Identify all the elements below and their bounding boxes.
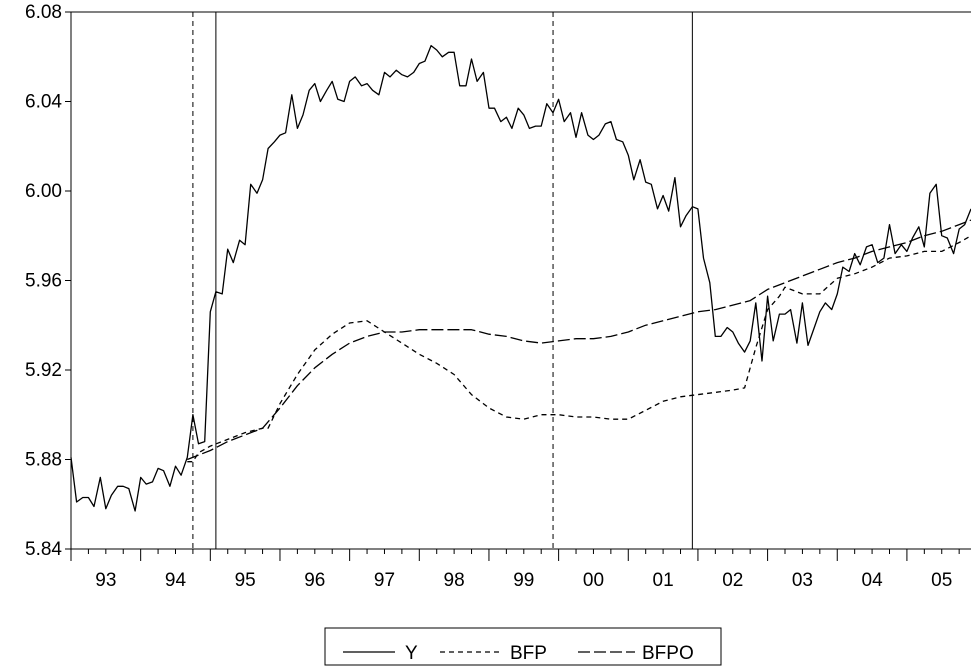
series-line-bfpo <box>187 219 971 461</box>
y-ticks: 5.84 5.88 5.92 5.96 6.00 6.04 6.08 <box>25 2 71 560</box>
x-tick-label: 02 <box>722 570 743 591</box>
x-tick-label: 95 <box>235 570 256 591</box>
x-tick-label: 97 <box>374 570 395 591</box>
x-tick-label: 99 <box>513 570 534 591</box>
legend-box <box>324 627 722 666</box>
x-tick-label: 96 <box>304 570 325 591</box>
x-tick-label: 00 <box>583 570 604 591</box>
x-tick-label: 04 <box>862 570 884 591</box>
x-tick-label: 01 <box>653 570 674 591</box>
legend: Y BFP BFPO <box>324 627 722 666</box>
x-ticks: 93 94 95 96 97 98 99 00 01 02 03 04 05 <box>70 549 960 591</box>
y-tick-label: 5.88 <box>25 450 62 471</box>
y-tick-label: 5.96 <box>25 271 62 292</box>
y-tick-label: 5.84 <box>25 539 62 560</box>
series-line-bfp <box>187 235 971 463</box>
y-tick-label: 6.04 <box>25 92 62 113</box>
x-tick-label: 94 <box>165 570 187 591</box>
x-tick-label: 03 <box>792 570 813 591</box>
y-tick-label: 6.00 <box>25 181 62 202</box>
y-tick-label: 5.92 <box>25 360 62 381</box>
axes <box>70 11 971 550</box>
legend-label-bfp: BFP <box>510 643 547 664</box>
x-tick-label: 93 <box>95 570 116 591</box>
series-lines <box>70 44 971 512</box>
legend-label-bfpo: BFPO <box>642 643 694 664</box>
series-line-y <box>70 44 971 512</box>
x-tick-label: 98 <box>444 570 465 591</box>
event-lines <box>192 12 693 549</box>
x-tick-label: 05 <box>931 570 952 591</box>
legend-label-y: Y <box>405 643 418 664</box>
y-tick-label: 6.08 <box>25 2 62 23</box>
